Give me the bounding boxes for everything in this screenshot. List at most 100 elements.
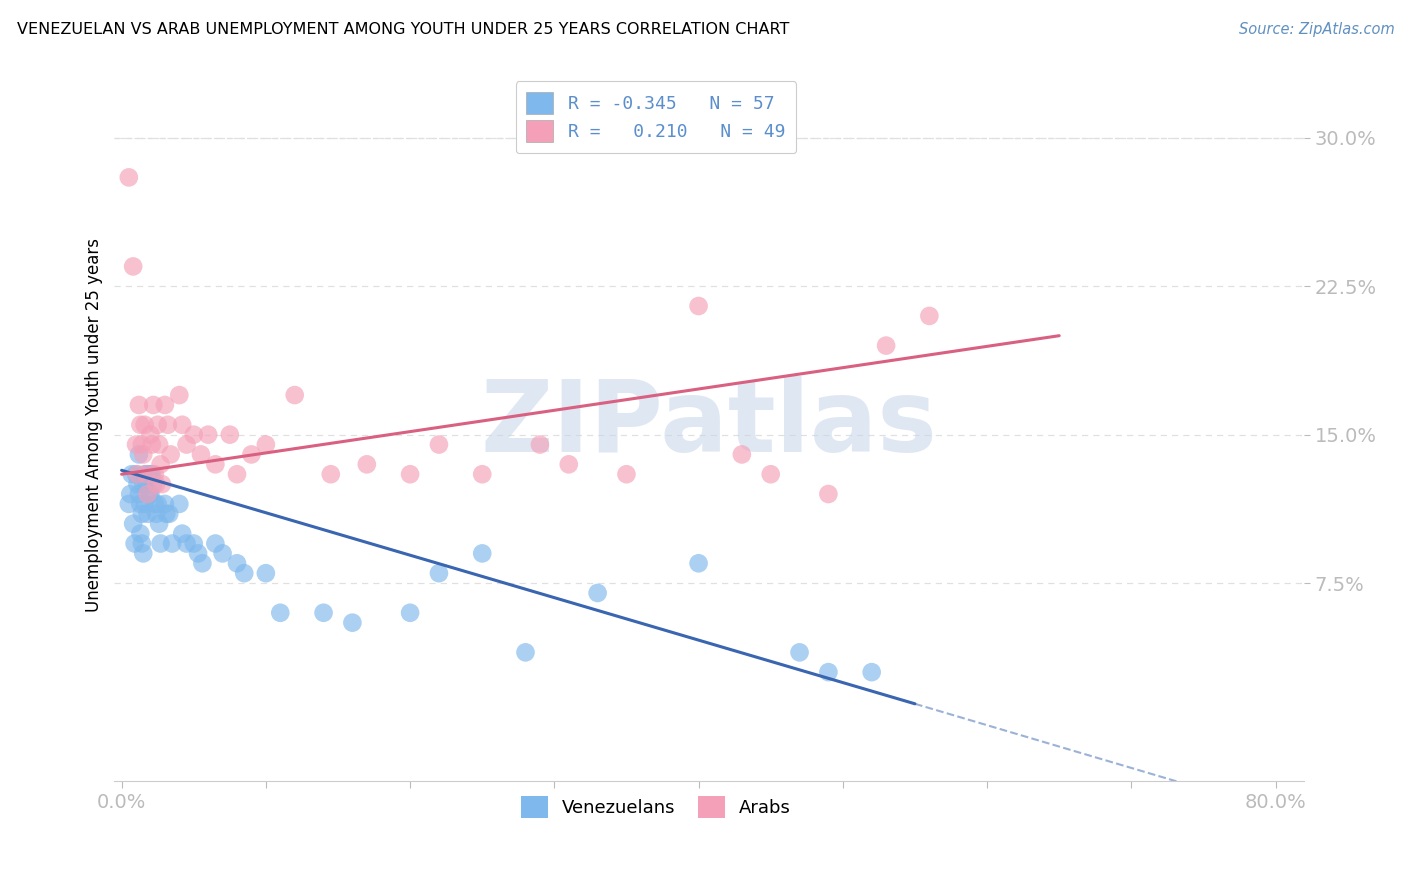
Point xyxy=(125,467,148,482)
Point xyxy=(731,447,754,461)
Point xyxy=(135,477,157,491)
Point xyxy=(688,299,710,313)
Point xyxy=(146,417,169,432)
Point xyxy=(148,437,170,451)
Point xyxy=(269,606,291,620)
Point xyxy=(616,467,638,482)
Point xyxy=(136,507,159,521)
Point xyxy=(145,507,167,521)
Point xyxy=(218,427,240,442)
Point xyxy=(240,447,263,461)
Point xyxy=(153,497,176,511)
Point xyxy=(176,536,198,550)
Point xyxy=(134,417,156,432)
Point xyxy=(127,477,149,491)
Point xyxy=(176,437,198,451)
Point xyxy=(191,556,214,570)
Point xyxy=(128,398,150,412)
Point xyxy=(284,388,307,402)
Point xyxy=(356,458,378,472)
Point xyxy=(129,417,152,432)
Point xyxy=(139,467,162,482)
Point xyxy=(125,437,148,451)
Point xyxy=(159,447,181,461)
Point xyxy=(139,427,162,442)
Point xyxy=(342,615,364,630)
Point xyxy=(558,458,581,472)
Point xyxy=(136,487,159,501)
Point xyxy=(129,526,152,541)
Point xyxy=(149,536,172,550)
Text: ZIPatlas: ZIPatlas xyxy=(481,376,938,474)
Point xyxy=(131,536,153,550)
Point xyxy=(120,487,142,501)
Point xyxy=(226,467,249,482)
Point xyxy=(132,546,155,560)
Point xyxy=(135,467,157,482)
Point xyxy=(233,566,256,581)
Point xyxy=(128,487,150,501)
Point xyxy=(129,497,152,511)
Point xyxy=(759,467,782,482)
Point xyxy=(146,497,169,511)
Point xyxy=(860,665,883,680)
Point xyxy=(150,477,173,491)
Point xyxy=(136,467,159,482)
Point xyxy=(142,398,165,412)
Point xyxy=(139,487,162,501)
Point xyxy=(399,606,422,620)
Point xyxy=(254,566,277,581)
Point xyxy=(254,437,277,451)
Point xyxy=(187,546,209,560)
Point xyxy=(204,536,226,550)
Point xyxy=(197,427,219,442)
Point xyxy=(148,516,170,531)
Y-axis label: Unemployment Among Youth under 25 years: Unemployment Among Youth under 25 years xyxy=(86,238,103,612)
Point xyxy=(172,417,194,432)
Point xyxy=(122,516,145,531)
Legend: Venezuelans, Arabs: Venezuelans, Arabs xyxy=(513,789,799,825)
Point xyxy=(183,427,205,442)
Point xyxy=(149,458,172,472)
Point xyxy=(156,417,179,432)
Point xyxy=(145,477,167,491)
Point xyxy=(399,467,422,482)
Point xyxy=(817,487,839,501)
Point xyxy=(427,566,450,581)
Point xyxy=(143,467,166,482)
Point xyxy=(427,437,450,451)
Point xyxy=(169,388,191,402)
Point xyxy=(127,467,149,482)
Point xyxy=(132,477,155,491)
Point xyxy=(141,437,163,451)
Point xyxy=(143,497,166,511)
Point xyxy=(688,556,710,570)
Point xyxy=(515,645,537,659)
Text: VENEZUELAN VS ARAB UNEMPLOYMENT AMONG YOUTH UNDER 25 YEARS CORRELATION CHART: VENEZUELAN VS ARAB UNEMPLOYMENT AMONG YO… xyxy=(17,22,789,37)
Point xyxy=(319,467,342,482)
Point xyxy=(169,497,191,511)
Point xyxy=(172,526,194,541)
Point xyxy=(118,170,141,185)
Point xyxy=(183,536,205,550)
Point xyxy=(817,665,839,680)
Point xyxy=(134,497,156,511)
Point xyxy=(204,458,226,472)
Point xyxy=(190,447,212,461)
Point xyxy=(471,467,494,482)
Point xyxy=(122,260,145,274)
Point xyxy=(789,645,811,659)
Point xyxy=(134,467,156,482)
Text: Source: ZipAtlas.com: Source: ZipAtlas.com xyxy=(1239,22,1395,37)
Point xyxy=(121,467,143,482)
Point xyxy=(118,497,141,511)
Point xyxy=(142,477,165,491)
Point xyxy=(124,536,146,550)
Point xyxy=(312,606,335,620)
Point xyxy=(153,398,176,412)
Point xyxy=(471,546,494,560)
Point xyxy=(131,507,153,521)
Point xyxy=(141,467,163,482)
Point xyxy=(529,437,551,451)
Point xyxy=(155,507,177,521)
